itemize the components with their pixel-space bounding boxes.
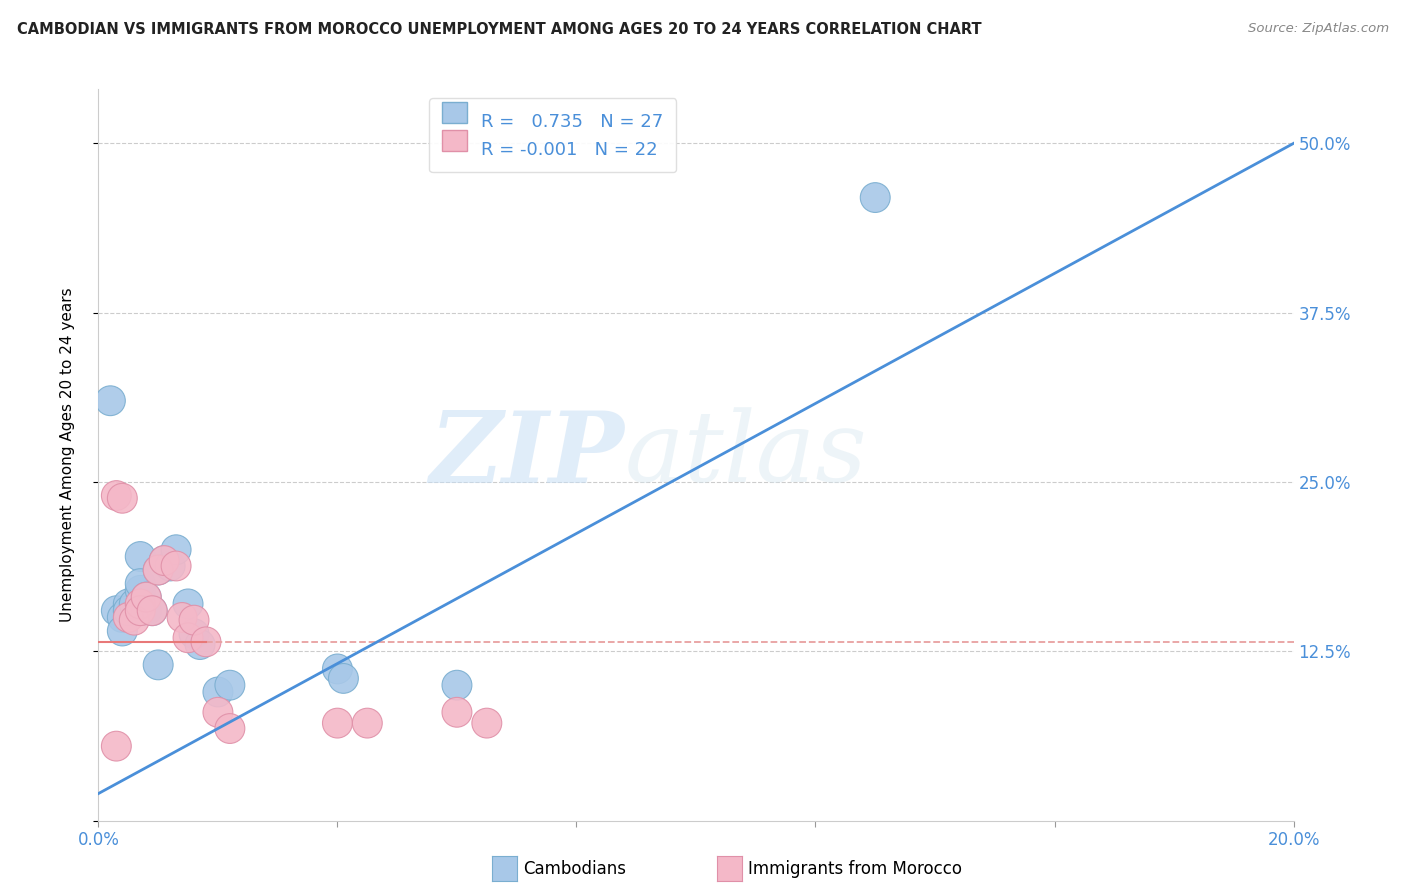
Ellipse shape xyxy=(125,569,155,599)
Ellipse shape xyxy=(202,698,233,727)
Ellipse shape xyxy=(329,664,359,693)
Ellipse shape xyxy=(138,596,167,625)
Ellipse shape xyxy=(101,731,131,761)
Text: Immigrants from Morocco: Immigrants from Morocco xyxy=(748,860,962,878)
Ellipse shape xyxy=(162,535,191,565)
Ellipse shape xyxy=(114,603,143,632)
Ellipse shape xyxy=(96,386,125,416)
Ellipse shape xyxy=(179,606,209,635)
Ellipse shape xyxy=(353,708,382,738)
Ellipse shape xyxy=(202,677,233,706)
Ellipse shape xyxy=(101,596,131,625)
Ellipse shape xyxy=(441,698,472,727)
Ellipse shape xyxy=(860,183,890,212)
Ellipse shape xyxy=(138,596,167,625)
Ellipse shape xyxy=(125,541,155,572)
Ellipse shape xyxy=(167,603,197,632)
Text: CAMBODIAN VS IMMIGRANTS FROM MOROCCO UNEMPLOYMENT AMONG AGES 20 TO 24 YEARS CORR: CAMBODIAN VS IMMIGRANTS FROM MOROCCO UNE… xyxy=(17,22,981,37)
Ellipse shape xyxy=(215,714,245,743)
Ellipse shape xyxy=(125,575,155,606)
Ellipse shape xyxy=(107,616,138,646)
Ellipse shape xyxy=(114,596,143,625)
Ellipse shape xyxy=(215,670,245,700)
Ellipse shape xyxy=(125,589,155,619)
Ellipse shape xyxy=(472,708,502,738)
Y-axis label: Unemployment Among Ages 20 to 24 years: Unemployment Among Ages 20 to 24 years xyxy=(60,287,75,623)
Ellipse shape xyxy=(322,708,353,738)
Ellipse shape xyxy=(441,670,472,700)
Ellipse shape xyxy=(131,582,162,612)
Text: Cambodians: Cambodians xyxy=(523,860,626,878)
Ellipse shape xyxy=(322,654,353,684)
Ellipse shape xyxy=(186,630,215,659)
Ellipse shape xyxy=(131,582,162,612)
Ellipse shape xyxy=(143,650,173,680)
Ellipse shape xyxy=(107,603,138,632)
Text: Source: ZipAtlas.com: Source: ZipAtlas.com xyxy=(1249,22,1389,36)
Ellipse shape xyxy=(149,546,179,575)
Legend: R =   0.735   N = 27, R = -0.001   N = 22: R = 0.735 N = 27, R = -0.001 N = 22 xyxy=(429,98,676,172)
Ellipse shape xyxy=(143,555,173,585)
Ellipse shape xyxy=(173,589,202,619)
Ellipse shape xyxy=(120,589,149,619)
Ellipse shape xyxy=(101,481,131,510)
Ellipse shape xyxy=(155,551,186,581)
Ellipse shape xyxy=(149,546,179,575)
Ellipse shape xyxy=(125,596,155,625)
Text: ZIP: ZIP xyxy=(429,407,624,503)
Ellipse shape xyxy=(179,619,209,648)
Ellipse shape xyxy=(120,606,149,635)
Ellipse shape xyxy=(107,483,138,513)
Ellipse shape xyxy=(173,623,202,653)
Text: atlas: atlas xyxy=(624,408,868,502)
Ellipse shape xyxy=(114,589,143,619)
Ellipse shape xyxy=(143,555,173,585)
Ellipse shape xyxy=(131,596,162,625)
Ellipse shape xyxy=(162,551,191,581)
Ellipse shape xyxy=(191,627,221,657)
